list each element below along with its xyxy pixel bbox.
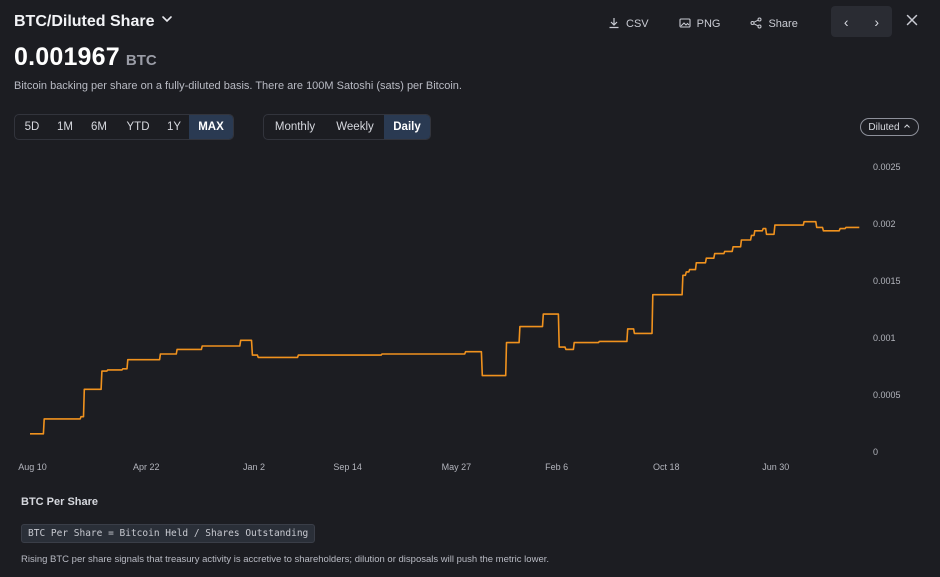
x-tick-label: Apr 22: [133, 462, 160, 472]
range-1y-button[interactable]: 1Y: [166, 121, 182, 133]
previous-button[interactable]: ‹: [843, 13, 849, 30]
interval-monthly-button[interactable]: Monthly: [274, 121, 316, 133]
metric-selector[interactable]: BTC/Diluted Share: [14, 12, 174, 31]
diluted-dropdown[interactable]: Diluted: [860, 118, 919, 136]
footnote: Rising BTC per share signals that treasu…: [21, 554, 550, 565]
png-button[interactable]: PNG: [679, 17, 721, 32]
section-title: BTC Per Share: [21, 496, 99, 508]
y-tick-label: 0.0005: [873, 390, 901, 400]
chevron-down-icon: [160, 12, 174, 31]
range-5d-button[interactable]: 5D: [24, 121, 40, 133]
y-tick-label: 0.001: [873, 333, 896, 343]
metric-description: Bitcoin backing per share on a fully-dil…: [14, 80, 462, 92]
y-tick-label: 0.002: [873, 219, 896, 229]
interval-daily-button[interactable]: Daily: [384, 115, 430, 139]
csv-label: CSV: [626, 18, 649, 30]
x-tick-label: Oct 18: [653, 462, 680, 472]
next-button[interactable]: ›: [874, 13, 880, 30]
image-icon: [679, 17, 691, 32]
x-tick-label: Sep 14: [333, 462, 362, 472]
range-ytd-button[interactable]: YTD: [126, 121, 150, 133]
y-tick-label: 0.0015: [873, 276, 901, 286]
interval-weekly-button[interactable]: Weekly: [336, 121, 374, 133]
y-tick-label: 0: [873, 447, 878, 457]
time-range-selector: 5D 1M 6M YTD 1Y MAX: [14, 114, 234, 140]
current-value: 0.001967 BTC: [14, 43, 157, 72]
range-max-button[interactable]: MAX: [189, 115, 233, 139]
navigation-group: ‹ ›: [831, 6, 892, 37]
csv-button[interactable]: CSV: [608, 17, 649, 31]
range-1m-button[interactable]: 1M: [57, 121, 73, 133]
share-button[interactable]: Share: [750, 17, 798, 32]
x-tick-label: Feb 6: [545, 462, 568, 472]
x-tick-label: Jun 30: [762, 462, 789, 472]
share-icon: [750, 17, 762, 32]
interval-selector: Monthly Weekly Daily: [263, 114, 431, 140]
y-tick-label: 0.0025: [873, 162, 901, 172]
close-icon: [906, 14, 918, 26]
x-tick-label: Jan 2: [243, 462, 265, 472]
x-tick-label: May 27: [442, 462, 472, 472]
download-icon: [608, 17, 620, 32]
png-label: PNG: [696, 18, 721, 30]
series-line: [30, 220, 860, 435]
chevron-up-icon: [903, 122, 911, 133]
share-label: Share: [768, 18, 798, 30]
metric-title: BTC/Diluted Share: [14, 12, 155, 30]
formula-box: BTC Per Share = Bitcoin Held / Shares Ou…: [21, 524, 316, 543]
diluted-label: Diluted: [868, 121, 900, 133]
metric-value: 0.001967: [14, 43, 120, 71]
btc-per-share-chart[interactable]: 0 0.0005 0.001 0.0015 0.002 0.0025 Aug 10 Apr 2…: [0, 150, 940, 480]
range-6m-button[interactable]: 6M: [91, 121, 107, 133]
export-toolbar: CSV PNG Share: [608, 17, 828, 31]
metric-unit: BTC: [125, 52, 157, 69]
x-tick-label: Aug 10: [18, 462, 47, 472]
close-button[interactable]: [905, 13, 919, 27]
